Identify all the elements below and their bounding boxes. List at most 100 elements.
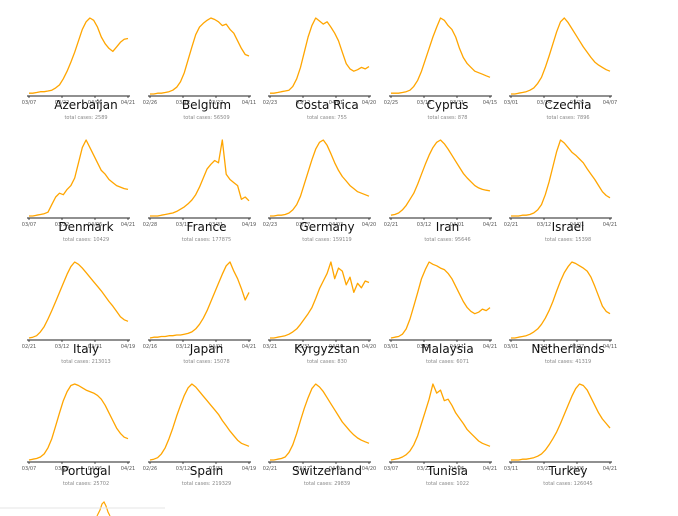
- series-line: [511, 17, 611, 95]
- x-tick-label: 02/25: [383, 100, 397, 106]
- x-tick-label: 02/21: [263, 466, 277, 472]
- country-name: Costa Rica: [295, 98, 359, 112]
- x-tick-label: 03/07: [22, 222, 36, 228]
- x-tick-label: 02/21: [22, 344, 36, 350]
- country-name: Belgium: [181, 98, 232, 112]
- panel-plot: 02/26 03/12 03/31 04/19: [142, 383, 256, 472]
- x-tick-label: 03/22: [55, 222, 69, 228]
- country-name: Portugal: [61, 464, 111, 478]
- chart-panel: 02/21 03/17 04/01 04/20 Switzerland total cas…: [263, 376, 387, 500]
- x-tick-label: 03/27: [208, 100, 222, 106]
- chart-panel: 03/21 03/31 04/10 04/20 Kyrgyzstan total case…: [263, 254, 387, 378]
- panel-plot: 02/21 03/12 03/31 04/19: [22, 261, 135, 350]
- series-line: [29, 139, 129, 217]
- panel-plot: 02/26 03/12 03/27 04/11: [142, 17, 256, 106]
- x-tick-label: 03/01: [504, 344, 518, 350]
- x-tick-label: 02/23: [263, 222, 277, 228]
- x-tick-label: 04/21: [121, 100, 135, 106]
- x-tick-label: 04/21: [482, 466, 496, 472]
- x-tick-label: 04/19: [241, 466, 255, 472]
- x-tick-label: 02/23: [263, 100, 277, 106]
- country-name: Czechia: [544, 98, 592, 112]
- x-tick-label: 03/22: [55, 100, 69, 106]
- panel-plot: 03/07 03/22 04/06 04/21: [22, 17, 135, 106]
- x-tick-label: 03/31: [296, 344, 310, 350]
- chart-panel: 02/28 03/12 03/31 04/19 France total cases: 1…: [142, 132, 267, 256]
- x-tick-label: 02/26: [142, 466, 156, 472]
- chart-panel: 02/23 03/17 04/03 04/20 Germany total cases: …: [263, 132, 387, 256]
- x-tick-label: 04/06: [570, 466, 584, 472]
- x-tick-label: 03/12: [537, 222, 551, 228]
- x-tick-label: 02/16: [142, 344, 156, 350]
- x-tick-label: 04/06: [449, 466, 463, 472]
- country-name: Kyrgyzstan: [294, 342, 360, 356]
- x-tick-label: 03/21: [537, 466, 551, 472]
- x-tick-label: 03/31: [88, 344, 102, 350]
- country-name: Netherlands: [531, 342, 605, 356]
- x-tick-label: 03/07: [22, 100, 36, 106]
- x-tick-label: 03/07: [22, 466, 36, 472]
- country-name: Denmark: [58, 220, 114, 234]
- partial-next-row: [0, 500, 165, 516]
- x-tick-label: 03/12: [416, 222, 430, 228]
- x-tick-label: 03/31: [208, 222, 222, 228]
- x-tick-label: 03/26: [570, 100, 584, 106]
- total-cases-label: total cases: 56509: [183, 115, 230, 121]
- country-name: France: [186, 220, 227, 234]
- series-line: [390, 261, 490, 339]
- series-line: [390, 383, 490, 461]
- x-tick-label: 04/11: [449, 344, 463, 350]
- x-tick-label: 04/10: [329, 344, 343, 350]
- chart-panel: 03/07 03/22 04/06 04/21 Portugal total cases:…: [22, 376, 146, 500]
- chart-panel: 02/25 03/12 03/31 04/15 Cyprus total cases: 8…: [383, 10, 508, 134]
- x-tick-label: 04/21: [121, 222, 135, 228]
- x-tick-label: 04/06: [88, 100, 102, 106]
- series-line: [511, 139, 611, 217]
- x-tick-label: 04/01: [329, 100, 343, 106]
- x-tick-label: 03/11: [504, 466, 518, 472]
- total-cases-label: total cases: 213013: [61, 359, 111, 365]
- x-tick-label: 04/21: [241, 344, 255, 350]
- country-name: Germany: [299, 220, 355, 234]
- x-tick-label: 02/21: [504, 222, 518, 228]
- x-tick-label: 03/31: [449, 100, 463, 106]
- country-name: Malaysia: [421, 342, 474, 356]
- total-cases-label: total cases: 15398: [544, 237, 592, 243]
- x-tick-label: 04/19: [241, 222, 255, 228]
- series-line: [270, 17, 370, 94]
- series-line: [511, 383, 611, 461]
- x-tick-label: 03/17: [296, 466, 310, 472]
- x-tick-label: 04/07: [603, 100, 617, 106]
- country-name: Japan: [189, 342, 224, 356]
- total-cases-label: total cases: 41319: [544, 359, 592, 365]
- chart-panel: 03/11 03/21 04/06 04/21 Turkey total cases: 1…: [504, 376, 628, 500]
- series-line: [390, 17, 490, 94]
- series-line: [28, 261, 129, 339]
- x-tick-label: 03/22: [416, 466, 430, 472]
- chart-panel: 02/21 03/12 04/01 04/21 Iran total cases: 956…: [383, 132, 508, 256]
- total-cases-label: total cases: 159119: [302, 237, 352, 243]
- x-tick-label: 04/01: [329, 466, 343, 472]
- country-name: Turkey: [548, 464, 588, 478]
- panel-plot: 03/11 03/21 04/06 04/21: [504, 383, 617, 472]
- chart-panel: 02/21 03/12 04/01 04/21 Israel total cases: 1…: [504, 132, 628, 256]
- x-tick-label: 03/01: [383, 344, 397, 350]
- chart-panel: 03/07 03/22 04/06 04/21 Denmark total cases: …: [22, 132, 146, 256]
- chart-panel: 02/16 03/12 04/01 04/21 Japan total cases: 15…: [142, 254, 267, 378]
- total-cases-label: total cases: 29839: [303, 481, 351, 487]
- x-tick-label: 04/01: [449, 222, 463, 228]
- series-line: [270, 139, 370, 217]
- x-tick-label: 03/12: [416, 100, 430, 106]
- total-cases-label: total cases: 25702: [62, 481, 110, 487]
- chart-panel: 03/07 03/22 04/06 04/21 Tunisia total cases: …: [383, 376, 508, 500]
- x-tick-label: 04/06: [88, 466, 102, 472]
- country-name: Cyprus: [426, 98, 469, 112]
- x-tick-label: 04/21: [603, 466, 617, 472]
- total-cases-label: total cases: 755: [307, 115, 347, 121]
- x-tick-label: 03/31: [208, 466, 222, 472]
- x-tick-label: 04/11: [241, 100, 255, 106]
- x-tick-label: 04/21: [482, 344, 496, 350]
- x-tick-label: 04/06: [88, 222, 102, 228]
- x-tick-label: 03/12: [175, 466, 189, 472]
